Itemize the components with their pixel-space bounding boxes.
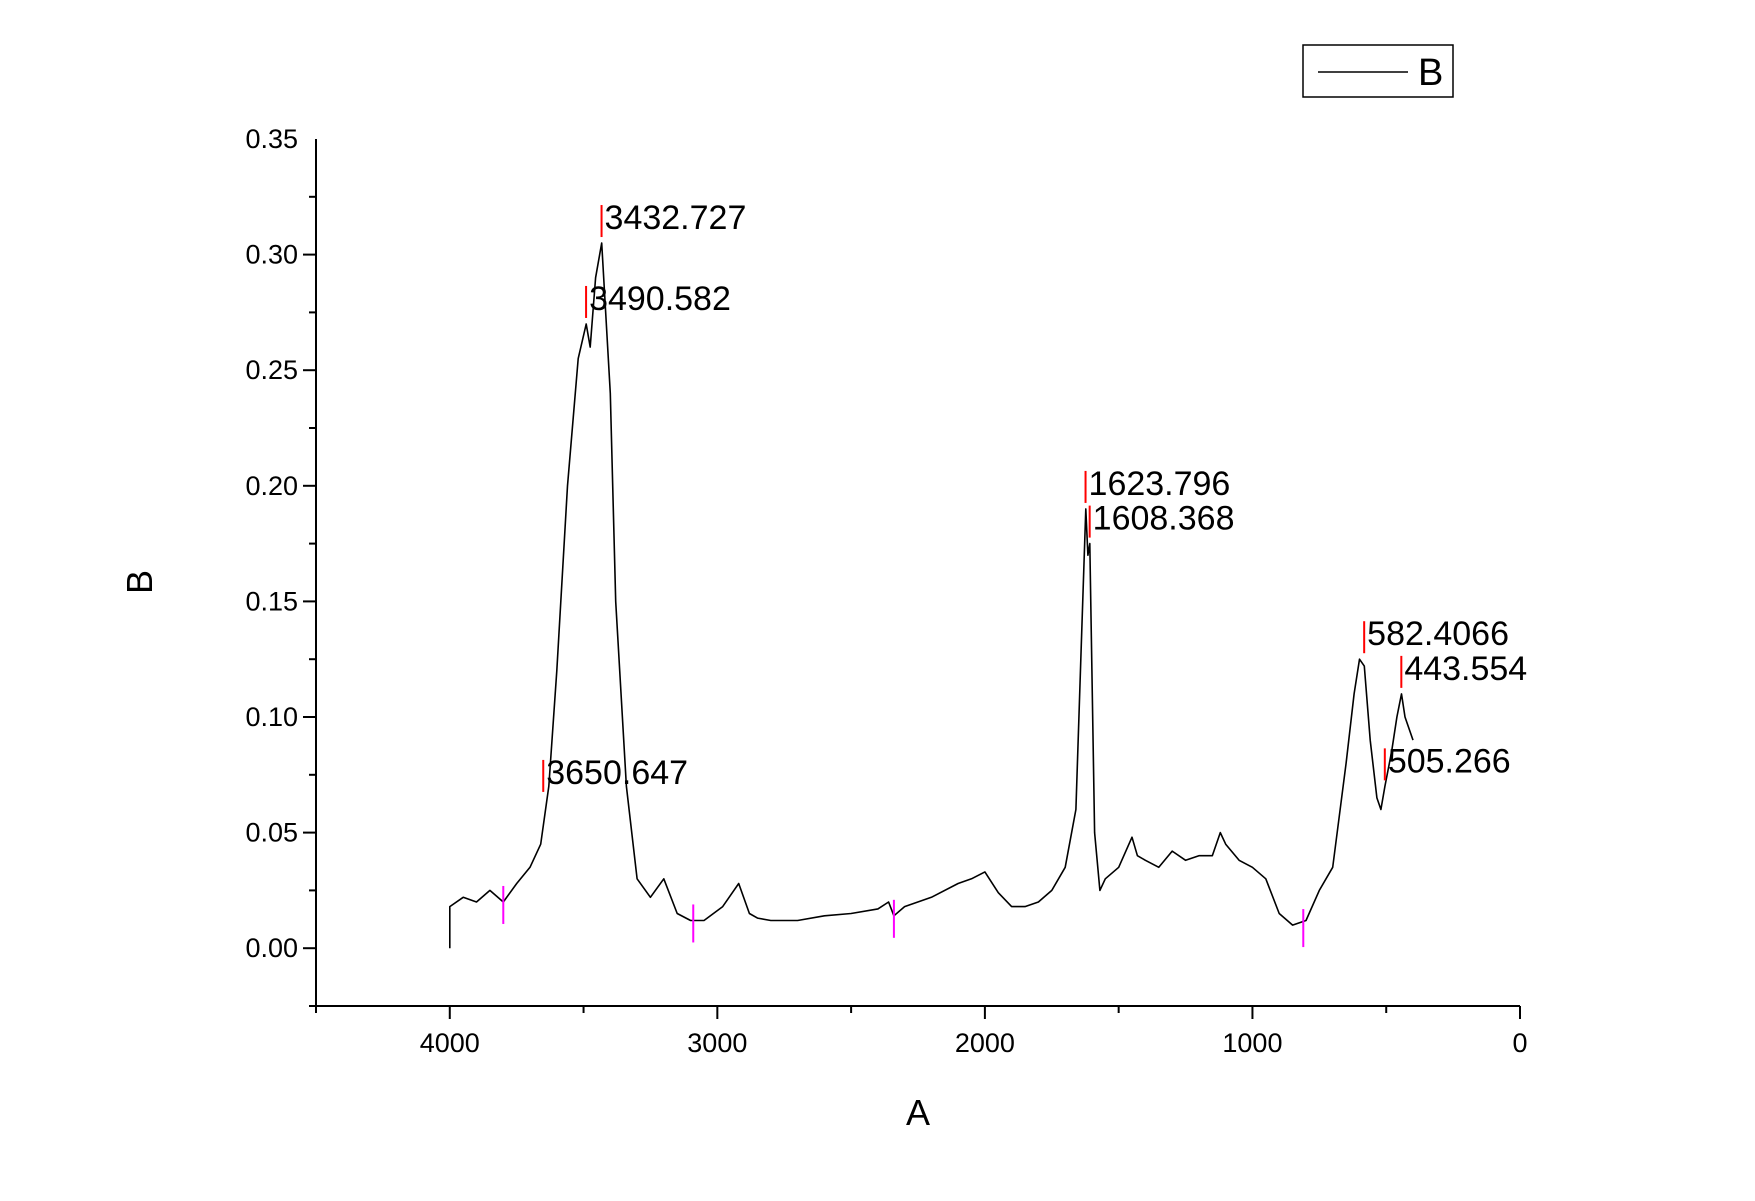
- legend-label: B: [1418, 52, 1443, 94]
- x-axis-title: A: [906, 1092, 930, 1133]
- peak-label: 505.266: [1388, 742, 1511, 780]
- marker-layer: [502, 205, 1403, 948]
- series-layer: [449, 242, 1414, 949]
- y-tick-label: 0.15: [245, 586, 298, 616]
- y-tick-label: 0.35: [245, 124, 298, 154]
- y-tick-label: 0.20: [245, 471, 298, 501]
- x-tick-label: 2000: [955, 1028, 1015, 1058]
- peak-label: 443.554: [1404, 650, 1527, 688]
- y-axis-title: B: [119, 570, 160, 594]
- x-tick-label: 1000: [1222, 1028, 1282, 1058]
- x-axis: 4000 3000 2000 1000 0: [315, 1005, 1528, 1058]
- peak-label: 582.4066: [1367, 615, 1509, 653]
- series-line-b: [449, 242, 1414, 949]
- legend-box: [1302, 44, 1454, 98]
- y-tick-label: 0.05: [245, 818, 298, 848]
- y-axis: 0.00 0.05 0.10 0.15 0.20 0.25 0.30 0.35: [245, 124, 317, 1007]
- peak-label: 3432.727: [605, 199, 747, 237]
- peak-label: 3650.647: [546, 754, 688, 792]
- x-tick-label: 3000: [687, 1028, 747, 1058]
- peak-label: 3490.582: [589, 280, 731, 318]
- y-tick-label: 0.25: [245, 355, 298, 385]
- label-layer: 3432.727 3490.582 3650.647 1623.7961608.368…: [546, 199, 1527, 792]
- x-tick-label: 0: [1512, 1028, 1527, 1058]
- peak-label: 1623.796: [1089, 465, 1231, 503]
- y-tick-label: 0.30: [245, 240, 298, 270]
- y-tick-label: 0.10: [245, 702, 298, 732]
- x-tick-label: 4000: [420, 1028, 480, 1058]
- legend: B: [1302, 44, 1454, 98]
- y-tick-label: 0.00: [245, 933, 298, 963]
- peak-label: 1608.368: [1093, 500, 1235, 538]
